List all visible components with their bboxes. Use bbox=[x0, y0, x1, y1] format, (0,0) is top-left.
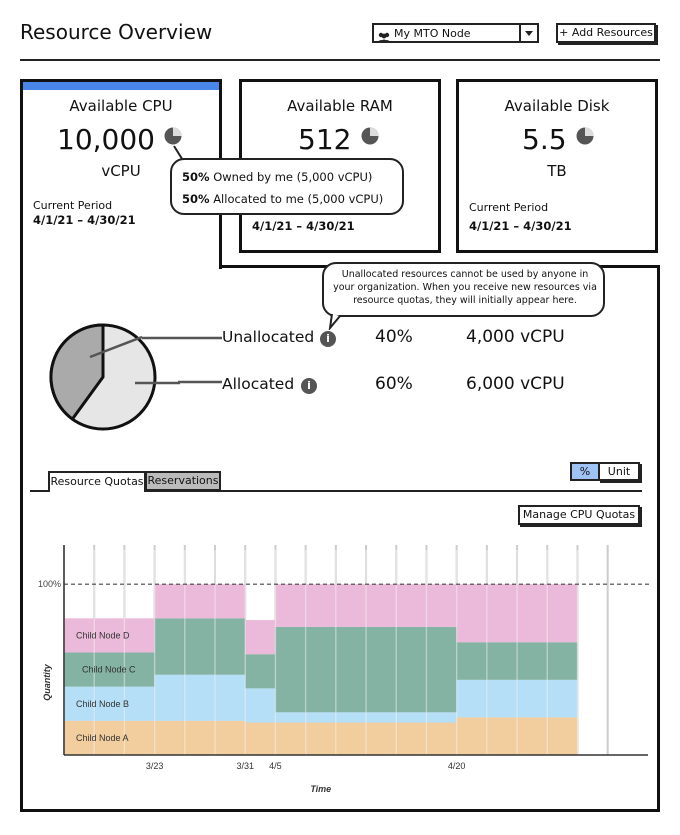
series-label: Child Node A bbox=[76, 733, 129, 743]
chart-bar-segment-a bbox=[154, 720, 246, 755]
tooltip-tail bbox=[328, 313, 341, 330]
ram-card-title: Available RAM bbox=[287, 97, 393, 115]
series-label: Child Node B bbox=[76, 699, 129, 709]
x-tick-label: 4/5 bbox=[269, 761, 282, 771]
series-label: Child Node C bbox=[82, 665, 136, 675]
node-select-value: My MTO Node bbox=[394, 27, 471, 40]
pie-chart-icon[interactable] bbox=[164, 127, 182, 149]
info-icon[interactable]: i bbox=[301, 378, 317, 394]
page-title: Resource Overview bbox=[20, 20, 213, 44]
disk-unit: TB bbox=[547, 162, 567, 180]
tabs-baseline bbox=[30, 490, 642, 492]
pie-chart-icon[interactable] bbox=[576, 127, 594, 149]
people-icon bbox=[377, 28, 391, 47]
tab-reservations[interactable]: Reservations bbox=[145, 471, 221, 491]
x-tick-label: 4/20 bbox=[448, 761, 466, 771]
ref-line-label: 100% bbox=[38, 579, 61, 589]
chart-bar-segment-c bbox=[245, 654, 276, 689]
chart-bar-segment-c bbox=[154, 618, 246, 675]
chart-bar-segment-c bbox=[64, 652, 155, 687]
cpu-card-title: Available CPU bbox=[69, 97, 173, 115]
unallocated-pct: 40% bbox=[375, 327, 413, 347]
x-axis-label: Time bbox=[310, 784, 331, 794]
chart-bar-segment-a bbox=[456, 717, 578, 755]
tab-resource-quotas[interactable]: Resource Quotas bbox=[48, 471, 146, 492]
disk-period: 4/1/21 – 4/30/21 bbox=[469, 219, 572, 233]
chevron-down-icon[interactable] bbox=[519, 25, 537, 41]
pie-slice-unallocated bbox=[49, 323, 105, 422]
disk-card bbox=[456, 79, 658, 253]
x-tick-label: 3/31 bbox=[236, 761, 254, 771]
chart-bar-segment-d bbox=[275, 584, 457, 627]
chart-bar-segment-d bbox=[64, 618, 155, 653]
allocation-pie bbox=[49, 323, 180, 431]
allocated-pct: 60% bbox=[375, 374, 413, 394]
cpu-panel-body bbox=[20, 265, 660, 812]
cpu-unit: vCPU bbox=[101, 162, 141, 180]
pie-chart-icon[interactable] bbox=[361, 127, 379, 149]
ram-value: 512 bbox=[298, 123, 352, 156]
chart-bar-segment-a bbox=[275, 722, 457, 755]
allocated-pct: 50% bbox=[182, 192, 210, 206]
cpu-card-accent bbox=[23, 82, 219, 90]
pie-leader-line bbox=[178, 380, 222, 384]
resource-quota-chart: Child Node A Child Node B Child Node C Chil… bbox=[38, 545, 650, 794]
chart-bar-segment-d bbox=[456, 584, 578, 643]
toggle-percent[interactable]: % bbox=[570, 462, 600, 481]
series-label: Child Node D bbox=[76, 630, 130, 640]
unallocated-tooltip-text: Unallocated resources cannot be used by … bbox=[333, 269, 597, 306]
ram-period: 4/1/21 – 4/30/21 bbox=[252, 219, 355, 233]
pie-leader-line bbox=[142, 336, 222, 340]
info-icon[interactable]: i bbox=[320, 331, 336, 347]
unallocated-amount: 4,000 vCPU bbox=[466, 327, 565, 347]
chart-bar-segment-b bbox=[275, 712, 457, 723]
chart-bar-segment-d bbox=[245, 620, 276, 655]
cpu-value: 10,000 bbox=[57, 123, 155, 156]
disk-value: 5.5 bbox=[522, 123, 567, 156]
manage-cpu-quotas-button[interactable]: Manage CPU Quotas bbox=[518, 505, 640, 525]
chart-bar-segment-d bbox=[154, 584, 246, 619]
cpu-period-label: Current Period bbox=[33, 199, 113, 212]
chart-bar-segment-c bbox=[456, 642, 578, 680]
disk-period-label: Current Period bbox=[469, 201, 549, 214]
cpu-breakdown-tooltip: 50% Owned by me (5,000 vCPU) 50% Allocat… bbox=[170, 158, 404, 215]
x-tick-label: 3/23 bbox=[146, 761, 164, 771]
chart-bar-segment-b bbox=[154, 674, 246, 721]
cpu-period: 4/1/21 – 4/30/21 bbox=[33, 213, 136, 227]
disk-card-title: Available Disk bbox=[504, 97, 610, 115]
chart-bar-segment-a bbox=[245, 722, 276, 755]
toggle-unit[interactable]: Unit bbox=[598, 462, 640, 481]
pie-leader-unallocated bbox=[89, 335, 143, 359]
add-resources-button[interactable]: + Add Resources bbox=[556, 23, 656, 43]
allocated-amount: 6,000 vCPU bbox=[466, 374, 565, 394]
chart-bar-segment-a bbox=[64, 720, 155, 755]
unallocated-label: Unallocated bbox=[222, 328, 315, 346]
owned-text: Owned by me (5,000 vCPU) bbox=[213, 170, 373, 184]
y-axis-label: Quantity bbox=[42, 663, 52, 700]
chart-bar-segment-b bbox=[456, 679, 578, 718]
allocated-label: Allocated bbox=[222, 375, 295, 393]
allocated-text: Allocated to me (5,000 vCPU) bbox=[213, 192, 384, 206]
chart-bar-segment-b bbox=[64, 686, 155, 721]
chart-bar-segment-b bbox=[245, 688, 276, 723]
owned-pct: 50% bbox=[182, 170, 210, 184]
unallocated-tooltip: Unallocated resources cannot be used by … bbox=[322, 262, 605, 317]
chart-bar-segment-c bbox=[275, 626, 457, 713]
header-divider bbox=[20, 59, 660, 61]
node-select[interactable]: My MTO Node bbox=[372, 23, 539, 43]
